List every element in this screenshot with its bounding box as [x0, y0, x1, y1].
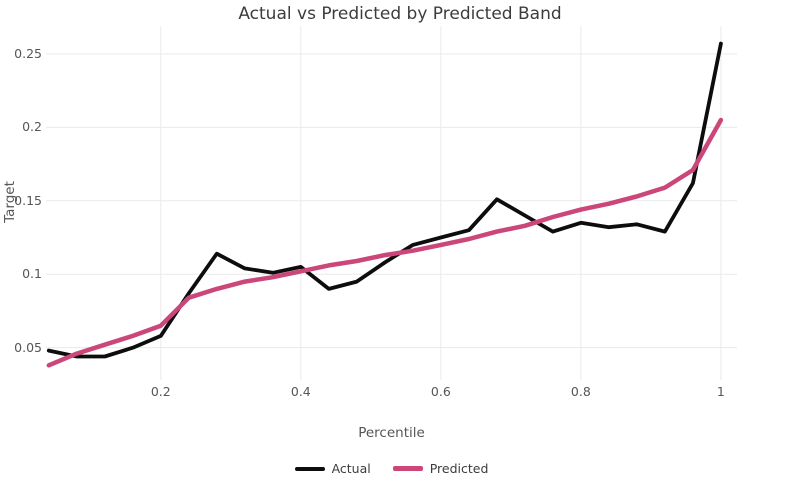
x-tick-label: 0.8 [570, 384, 591, 399]
x-axis-title: Percentile [358, 425, 425, 441]
y-tick-label: 0.2 [22, 119, 42, 135]
legend-label-predicted: Predicted [429, 461, 489, 476]
legend: Actual Predicted [46, 461, 737, 476]
legend-item-predicted[interactable]: Predicted [392, 461, 489, 476]
x-tick-label: 0.4 [290, 384, 311, 399]
x-tick-label: 0.6 [430, 384, 451, 399]
legend-item-actual[interactable]: Actual [294, 461, 371, 476]
y-tick-label: 0.25 [14, 45, 42, 61]
chart-title: Actual vs Predicted by Predicted Band [238, 4, 562, 24]
x-tick-label: 1 [716, 384, 725, 399]
x-tick-label: 0.2 [150, 384, 171, 399]
y-tick-label: 0.05 [14, 339, 42, 355]
legend-label-actual: Actual [331, 461, 371, 476]
actual-line [46, 41, 723, 359]
actual-line-swatch [294, 466, 325, 471]
y-axis-title: Target [2, 181, 18, 223]
y-tick-label: 0.1 [22, 266, 42, 282]
predicted-line-swatch [392, 466, 423, 471]
y-tick-label: 0.15 [14, 192, 42, 208]
predicted-line [46, 117, 724, 368]
